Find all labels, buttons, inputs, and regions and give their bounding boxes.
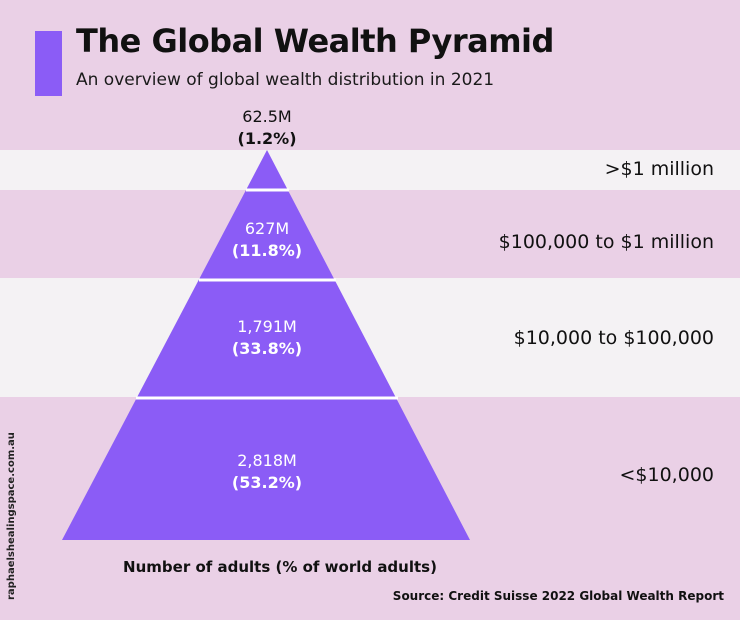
tier-band-top xyxy=(0,150,740,190)
segment-percent-3: (33.8%) xyxy=(231,339,303,358)
tier-label-3: $10,000 to $100,000 xyxy=(513,327,714,349)
tier-label-4: <$10,000 xyxy=(619,464,715,486)
segment-value-4: 2,818M xyxy=(237,451,297,470)
segment-label-3: 1,791M (33.8%) xyxy=(167,316,367,360)
segment-label-1: 62.5M (1.2%) xyxy=(167,106,367,150)
segment-percent-4: (53.2%) xyxy=(231,473,303,492)
tier-label-1: >$1 million xyxy=(604,158,714,180)
segment-label-2: 627M (11.8%) xyxy=(167,218,367,262)
source-note: Source: Credit Suisse 2022 Global Wealth… xyxy=(392,589,724,603)
segment-value-3: 1,791M xyxy=(237,317,297,336)
title-accent-bar xyxy=(35,31,62,96)
segment-label-4: 2,818M (53.2%) xyxy=(167,450,367,494)
page-subtitle: An overview of global wealth distributio… xyxy=(76,70,495,90)
tier-label-2: $100,000 to $1 million xyxy=(498,231,714,253)
page-title: The Global Wealth Pyramid xyxy=(76,22,554,60)
watermark-text: raphaelshealingspace.com.au xyxy=(6,432,17,600)
segment-value-2: 627M xyxy=(244,219,290,238)
x-axis-label: Number of adults (% of world adults) xyxy=(123,558,437,576)
segment-percent-1: (1.2%) xyxy=(237,129,297,148)
segment-percent-2: (11.8%) xyxy=(231,241,303,260)
segment-value-1: 62.5M xyxy=(242,107,292,126)
pyramid-shape xyxy=(62,150,470,540)
